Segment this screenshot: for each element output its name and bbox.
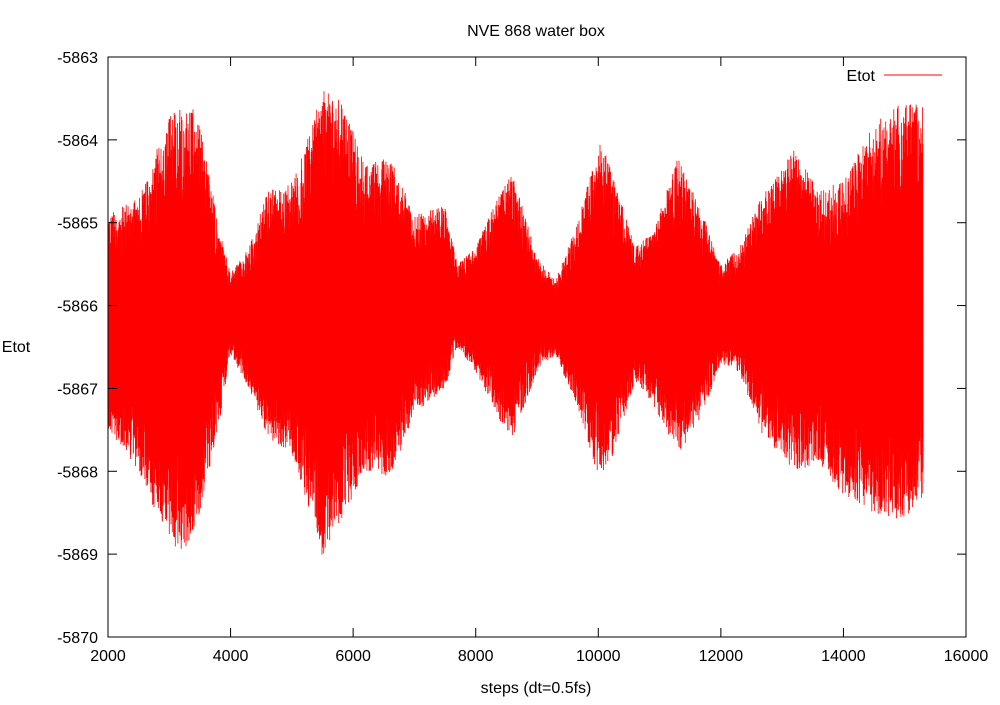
x-tick-label: 2000 <box>90 648 126 665</box>
x-tick-label: 4000 <box>213 648 249 665</box>
y-tick-label: -5865 <box>57 216 98 233</box>
series-layer <box>107 91 924 555</box>
x-tick-label: 14000 <box>821 648 866 665</box>
y-tick-label: -5863 <box>57 50 98 67</box>
plot-frame <box>107 56 967 638</box>
x-tick-label: 10000 <box>576 648 621 665</box>
y-tick-label: -5868 <box>57 464 98 481</box>
y-tick-label: -5870 <box>57 630 98 647</box>
x-tick-label: 6000 <box>335 648 371 665</box>
legend-label: Etot <box>847 68 876 85</box>
x-tick-label: 16000 <box>944 648 989 665</box>
chart-title: NVE 868 water box <box>467 23 605 40</box>
y-tick-label: -5867 <box>57 381 98 398</box>
y-tick-label: -5869 <box>57 547 98 564</box>
legend: Etot <box>847 68 942 85</box>
y-tick-label: -5864 <box>57 133 98 150</box>
x-tick-label: 8000 <box>458 648 494 665</box>
y-tick-label: -5866 <box>57 299 98 316</box>
x-tick-label: 12000 <box>699 648 744 665</box>
etot-series-line <box>107 91 924 555</box>
y-axis-label: Etot <box>2 339 31 356</box>
x-axis-label: steps (dt=0.5fs) <box>481 680 592 697</box>
axis-ticks: 2000 4000 6000 8000 10000 12000 14000 16000 -586… <box>57 50 988 665</box>
